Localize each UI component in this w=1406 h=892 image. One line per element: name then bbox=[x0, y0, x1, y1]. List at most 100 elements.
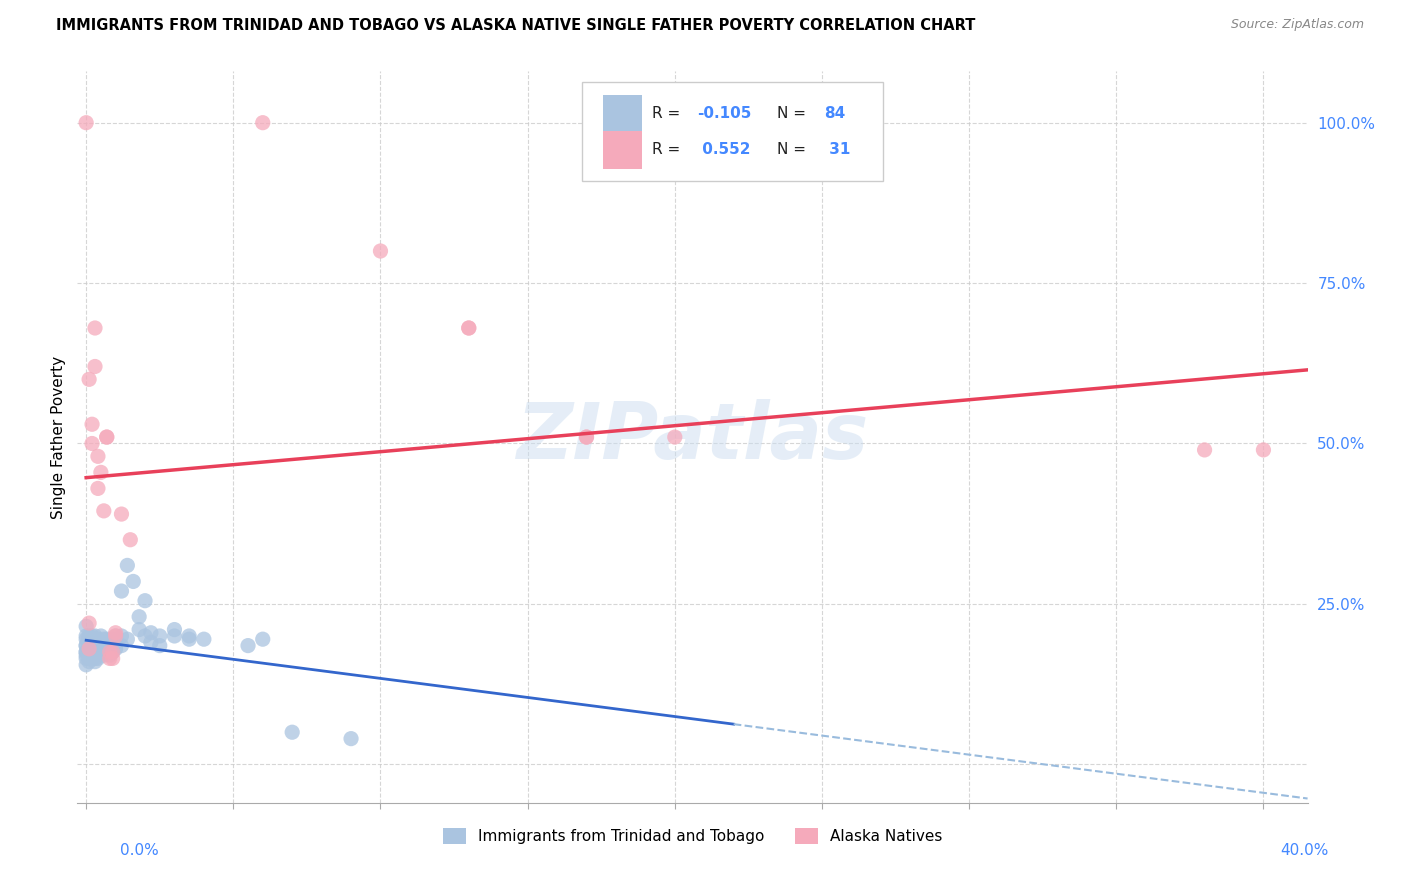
Point bbox=[87, 632, 110, 647]
Point bbox=[77, 632, 100, 647]
Point bbox=[457, 321, 479, 335]
Point bbox=[104, 629, 127, 643]
Text: 0.0%: 0.0% bbox=[120, 843, 159, 858]
Point bbox=[281, 725, 304, 739]
Point bbox=[110, 584, 132, 599]
Point bbox=[575, 430, 598, 444]
Point bbox=[87, 651, 110, 665]
Point bbox=[104, 641, 127, 656]
Point bbox=[77, 629, 100, 643]
Point bbox=[90, 629, 112, 643]
Point bbox=[101, 651, 124, 665]
Point bbox=[80, 645, 103, 659]
Point bbox=[84, 648, 107, 663]
Point bbox=[77, 641, 100, 656]
Point bbox=[75, 645, 97, 659]
Point bbox=[75, 651, 97, 665]
Point bbox=[75, 657, 97, 672]
Text: 84: 84 bbox=[824, 106, 845, 121]
Point bbox=[98, 648, 121, 663]
Point bbox=[84, 639, 107, 653]
Point bbox=[179, 629, 201, 643]
Point bbox=[575, 430, 598, 444]
Point bbox=[75, 116, 97, 130]
Point bbox=[96, 430, 118, 444]
Point bbox=[122, 574, 145, 589]
Text: N =: N = bbox=[778, 142, 811, 157]
Point bbox=[117, 558, 139, 573]
Point bbox=[117, 632, 139, 647]
Point bbox=[84, 635, 107, 649]
Point bbox=[77, 648, 100, 663]
Point bbox=[370, 244, 392, 258]
Point bbox=[80, 635, 103, 649]
Point bbox=[77, 651, 100, 665]
Point bbox=[1194, 442, 1216, 457]
Point bbox=[139, 625, 162, 640]
Point bbox=[128, 609, 150, 624]
Point bbox=[104, 629, 127, 643]
Point bbox=[87, 639, 110, 653]
Point bbox=[101, 645, 124, 659]
Point bbox=[84, 629, 107, 643]
Text: 31: 31 bbox=[824, 142, 851, 157]
Point bbox=[75, 639, 97, 653]
Point bbox=[163, 629, 186, 643]
Point bbox=[80, 648, 103, 663]
Point bbox=[77, 372, 100, 386]
Point bbox=[75, 632, 97, 647]
FancyBboxPatch shape bbox=[603, 130, 643, 169]
Point bbox=[77, 645, 100, 659]
Point bbox=[80, 651, 103, 665]
Point bbox=[110, 629, 132, 643]
Text: Source: ZipAtlas.com: Source: ZipAtlas.com bbox=[1230, 18, 1364, 31]
Point bbox=[101, 645, 124, 659]
Point bbox=[252, 632, 274, 647]
Point bbox=[110, 639, 132, 653]
Point bbox=[80, 639, 103, 653]
Point bbox=[87, 645, 110, 659]
Point bbox=[96, 430, 118, 444]
Point bbox=[101, 632, 124, 647]
Point bbox=[98, 645, 121, 659]
FancyBboxPatch shape bbox=[582, 82, 883, 181]
Point bbox=[101, 639, 124, 653]
Point bbox=[80, 641, 103, 656]
Point bbox=[179, 632, 201, 647]
Point bbox=[134, 593, 156, 607]
Point bbox=[98, 641, 121, 656]
Point bbox=[84, 321, 107, 335]
Point bbox=[96, 645, 118, 659]
Text: -0.105: -0.105 bbox=[697, 106, 752, 121]
Point bbox=[163, 623, 186, 637]
Point bbox=[457, 321, 479, 335]
Point bbox=[80, 436, 103, 450]
FancyBboxPatch shape bbox=[603, 95, 643, 133]
Point bbox=[664, 430, 686, 444]
Point bbox=[96, 639, 118, 653]
Point bbox=[93, 632, 115, 647]
Point bbox=[110, 507, 132, 521]
Point bbox=[104, 635, 127, 649]
Point bbox=[149, 629, 172, 643]
Point bbox=[77, 632, 100, 647]
Point bbox=[77, 641, 100, 656]
Text: R =: R = bbox=[652, 142, 685, 157]
Point bbox=[236, 639, 259, 653]
Point bbox=[80, 629, 103, 643]
Point bbox=[84, 639, 107, 653]
Point bbox=[93, 648, 115, 663]
Point bbox=[75, 648, 97, 663]
Point bbox=[90, 639, 112, 653]
Point bbox=[75, 619, 97, 633]
Text: ZIPatlas: ZIPatlas bbox=[516, 399, 869, 475]
Point bbox=[93, 635, 115, 649]
Point bbox=[84, 645, 107, 659]
Point bbox=[93, 641, 115, 656]
Point bbox=[75, 629, 97, 643]
Point bbox=[77, 655, 100, 669]
Point bbox=[120, 533, 142, 547]
Point bbox=[87, 482, 110, 496]
Point bbox=[84, 641, 107, 656]
Point bbox=[84, 651, 107, 665]
